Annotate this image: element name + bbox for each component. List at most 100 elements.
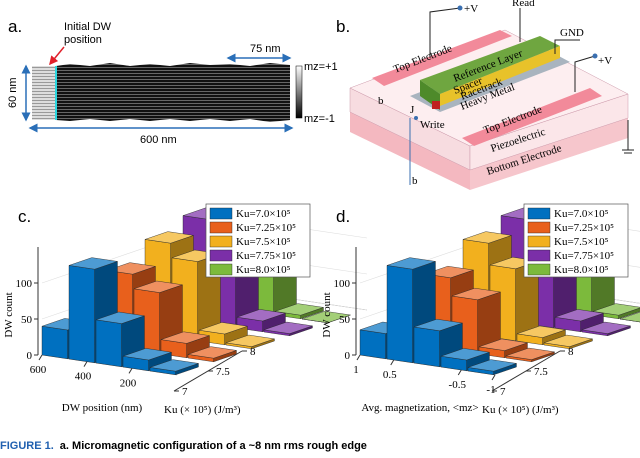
bar-top — [451, 287, 501, 301]
bar-top — [462, 231, 512, 244]
bar-top — [440, 348, 490, 361]
legend-label: Ku=7.75×10⁵ — [554, 250, 614, 262]
legend-label: Ku=7.5×10⁵ — [236, 236, 291, 248]
z-tick-label: 0 — [27, 350, 33, 362]
y-tick-label: 7.5 — [534, 366, 548, 378]
label: GND — [560, 27, 584, 39]
ground — [622, 120, 634, 154]
annotation: Initial DW — [64, 21, 112, 33]
bar — [516, 325, 566, 346]
legend-label: Ku=7.0×10⁵ — [554, 208, 609, 220]
bar-top — [581, 321, 631, 334]
height-label: 60 nm — [7, 77, 19, 108]
y-tick-label: 8 — [250, 346, 256, 358]
bar-top — [543, 334, 593, 347]
tick-mark — [356, 354, 361, 361]
bar-top — [478, 338, 528, 351]
bar-top — [236, 309, 286, 322]
y-axis-label: Ku (× 10⁵) (J/m³) — [482, 404, 559, 416]
legend-label: Ku=7.75×10⁵ — [236, 250, 296, 262]
wire — [554, 39, 580, 54]
bar — [581, 321, 631, 337]
bar-top — [301, 310, 351, 324]
label: Read — [512, 0, 535, 9]
electrode — [372, 30, 512, 86]
terminal — [457, 5, 463, 11]
bar-top — [619, 311, 640, 323]
bar — [160, 331, 210, 359]
spacer — [440, 46, 560, 106]
tick-mark — [83, 361, 88, 367]
strip-left — [32, 66, 56, 120]
scale-label: 75 nm — [250, 43, 281, 55]
bar-front — [95, 319, 122, 368]
terminal — [414, 116, 418, 120]
caption-text: a. Micromagnetic configuration of a ~8 n… — [60, 440, 367, 452]
y-tick-label: 7 — [500, 386, 506, 398]
bar-top — [149, 359, 199, 372]
bar-top — [133, 280, 183, 293]
tick-mark — [491, 374, 496, 381]
bar-top — [554, 309, 604, 322]
bar — [68, 257, 118, 364]
bar-top — [424, 265, 474, 279]
legend-swatch — [527, 207, 551, 220]
x-tick-label: 400 — [75, 371, 92, 383]
legend-swatch — [527, 263, 551, 276]
panel-label: a. — [8, 17, 22, 36]
bar — [95, 311, 145, 368]
bar-top — [505, 347, 555, 360]
bar-front — [41, 325, 68, 360]
legend-swatch — [527, 249, 551, 262]
legend-label: Ku=7.25×10⁵ — [554, 222, 614, 234]
caption-label: FIGURE 1. — [0, 440, 54, 452]
tick-mark — [390, 359, 395, 366]
width-label: 600 nm — [140, 134, 177, 146]
colorbar-label: mz=-1 — [304, 113, 335, 125]
legend-swatch — [209, 249, 233, 262]
tick-mark — [457, 369, 462, 376]
bar — [554, 309, 604, 333]
x-axis-label: DW position (nm) — [62, 402, 143, 414]
legend-label: Ku=7.5×10⁵ — [554, 236, 609, 248]
legend-swatch — [527, 235, 551, 248]
z-tick-label: 0 — [345, 350, 351, 362]
y-tick-label: 8 — [568, 346, 574, 358]
bar-top — [467, 359, 517, 372]
legend-label: Ku=7.0×10⁵ — [236, 208, 291, 220]
legend-label: Ku=7.25×10⁵ — [236, 222, 296, 234]
bar-top — [516, 325, 566, 338]
wire — [574, 55, 596, 92]
label: Write — [420, 119, 445, 131]
panel-a: a. Initial DW position 75 nm 60 nm 600 n… — [7, 17, 338, 146]
panel-label: b. — [336, 17, 350, 36]
z-tick-label: 100 — [334, 278, 351, 290]
x-axis-label: Avg. magnetization, <mz> — [361, 402, 478, 414]
wire — [429, 7, 461, 58]
axis-line — [173, 350, 243, 392]
legend-swatch — [209, 221, 233, 234]
domain-wall — [432, 101, 440, 109]
bar — [187, 346, 237, 363]
bar-top — [160, 331, 210, 344]
panel-label: c. — [18, 207, 31, 226]
legend-swatch — [209, 235, 233, 248]
bar-top — [122, 348, 172, 361]
bar — [467, 359, 517, 376]
z-axis-label: DW count — [3, 292, 15, 337]
bar — [478, 338, 528, 359]
bar-front — [413, 326, 440, 368]
label: J — [410, 104, 415, 116]
legend-label: Ku=8.0×10⁵ — [554, 264, 609, 276]
reference-layer — [420, 36, 560, 94]
terminal — [592, 53, 598, 59]
z-tick-label: 50 — [21, 314, 33, 326]
legend-swatch — [527, 221, 551, 234]
bar-top — [198, 322, 248, 335]
label: +V — [598, 55, 612, 67]
bar-top — [413, 318, 463, 332]
bar — [619, 311, 640, 323]
colorbar — [295, 65, 303, 119]
